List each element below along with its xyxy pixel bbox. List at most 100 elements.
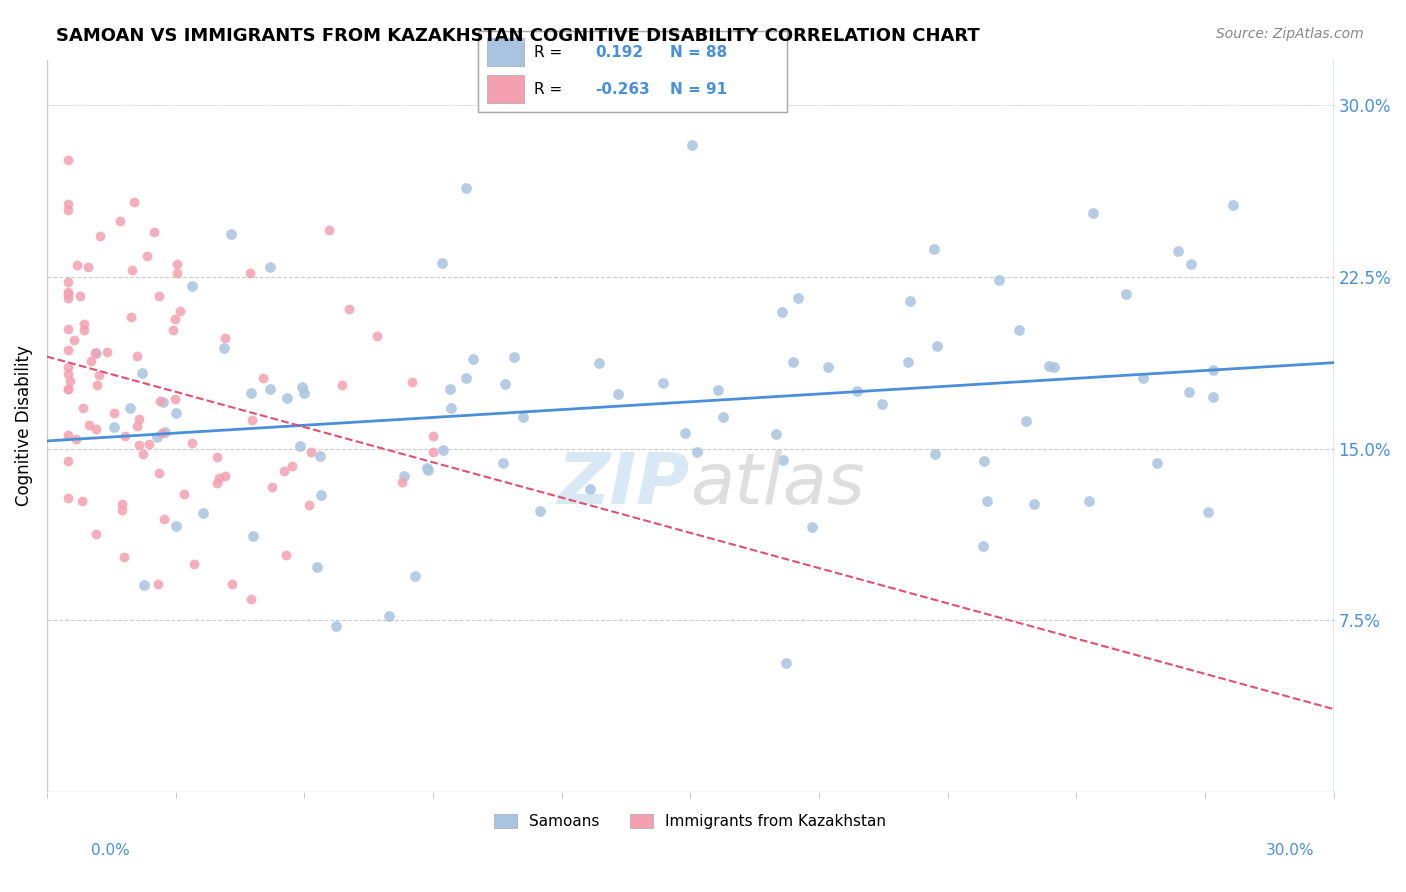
Point bbox=[58, 322, 80, 336]
Point bbox=[330, 378, 353, 392]
Point bbox=[817, 359, 839, 374]
Point bbox=[422, 445, 444, 459]
Point bbox=[292, 385, 315, 400]
Point bbox=[135, 249, 157, 263]
Point bbox=[58, 343, 80, 357]
Point bbox=[58, 275, 80, 289]
Point bbox=[430, 255, 453, 269]
Point bbox=[309, 449, 332, 463]
Point bbox=[114, 429, 136, 443]
Point bbox=[152, 512, 174, 526]
Point bbox=[89, 229, 111, 244]
Point bbox=[166, 267, 188, 281]
Point bbox=[132, 577, 155, 591]
Point bbox=[163, 392, 186, 407]
Point bbox=[1197, 505, 1219, 519]
Point bbox=[392, 468, 415, 483]
Point bbox=[897, 355, 920, 369]
Point bbox=[422, 429, 444, 443]
Text: 0.192: 0.192 bbox=[596, 45, 644, 60]
Text: 30.0%: 30.0% bbox=[1267, 843, 1315, 858]
Point bbox=[58, 382, 80, 396]
Point bbox=[242, 529, 264, 543]
Point bbox=[1115, 287, 1137, 301]
Text: R =: R = bbox=[534, 45, 562, 60]
Point bbox=[259, 260, 281, 275]
Point bbox=[456, 370, 478, 384]
Point bbox=[870, 396, 893, 410]
Point bbox=[276, 391, 298, 405]
Point bbox=[404, 569, 426, 583]
Point bbox=[281, 459, 304, 474]
Point bbox=[456, 180, 478, 194]
Point bbox=[673, 426, 696, 441]
Point bbox=[512, 410, 534, 425]
Point bbox=[169, 304, 191, 318]
Point bbox=[800, 520, 823, 534]
Point bbox=[274, 549, 297, 563]
Point bbox=[214, 469, 236, 483]
Point bbox=[86, 378, 108, 392]
Point bbox=[1132, 371, 1154, 385]
Point bbox=[166, 257, 188, 271]
Point bbox=[260, 480, 283, 494]
Point bbox=[103, 419, 125, 434]
Point bbox=[58, 287, 80, 301]
Point bbox=[58, 203, 80, 218]
Point bbox=[681, 138, 703, 153]
Point bbox=[298, 498, 321, 512]
Point bbox=[325, 619, 347, 633]
Point bbox=[461, 352, 484, 367]
Point bbox=[131, 447, 153, 461]
Point bbox=[183, 557, 205, 571]
Point bbox=[439, 382, 461, 396]
Point bbox=[121, 263, 143, 277]
Point bbox=[1015, 414, 1038, 428]
Point bbox=[1180, 257, 1202, 271]
Point bbox=[58, 367, 80, 381]
Point bbox=[1042, 359, 1064, 374]
Point bbox=[432, 443, 454, 458]
Point bbox=[401, 375, 423, 389]
Point bbox=[142, 225, 165, 239]
Point bbox=[148, 289, 170, 303]
Point bbox=[110, 497, 132, 511]
Point bbox=[148, 466, 170, 480]
Point bbox=[652, 376, 675, 390]
Point bbox=[70, 494, 93, 508]
Point bbox=[173, 486, 195, 500]
Point bbox=[191, 506, 214, 520]
Point bbox=[131, 367, 153, 381]
Point bbox=[80, 354, 103, 368]
Point bbox=[162, 323, 184, 337]
Point bbox=[58, 285, 80, 300]
Point bbox=[337, 301, 360, 316]
Point bbox=[291, 380, 314, 394]
Point bbox=[127, 349, 149, 363]
Point bbox=[150, 426, 173, 441]
Point bbox=[149, 393, 172, 408]
Point bbox=[492, 456, 515, 470]
Point bbox=[128, 411, 150, 425]
Point bbox=[59, 375, 82, 389]
Point bbox=[494, 377, 516, 392]
Point bbox=[259, 382, 281, 396]
Point bbox=[252, 370, 274, 384]
Point bbox=[153, 425, 176, 439]
Point bbox=[66, 259, 89, 273]
Point bbox=[711, 409, 734, 424]
Point bbox=[221, 577, 243, 591]
Point bbox=[391, 475, 413, 489]
Text: Source: ZipAtlas.com: Source: ZipAtlas.com bbox=[1216, 27, 1364, 41]
Point bbox=[152, 395, 174, 409]
Point bbox=[988, 273, 1011, 287]
Text: N = 88: N = 88 bbox=[669, 45, 727, 60]
Point bbox=[1146, 456, 1168, 470]
Point bbox=[416, 460, 439, 475]
Point bbox=[529, 504, 551, 518]
Point bbox=[318, 223, 340, 237]
Point bbox=[240, 386, 263, 401]
Point bbox=[84, 526, 107, 541]
Text: SAMOAN VS IMMIGRANTS FROM KAZAKHSTAN COGNITIVE DISABILITY CORRELATION CHART: SAMOAN VS IMMIGRANTS FROM KAZAKHSTAN COG… bbox=[56, 27, 980, 45]
Point bbox=[212, 341, 235, 355]
